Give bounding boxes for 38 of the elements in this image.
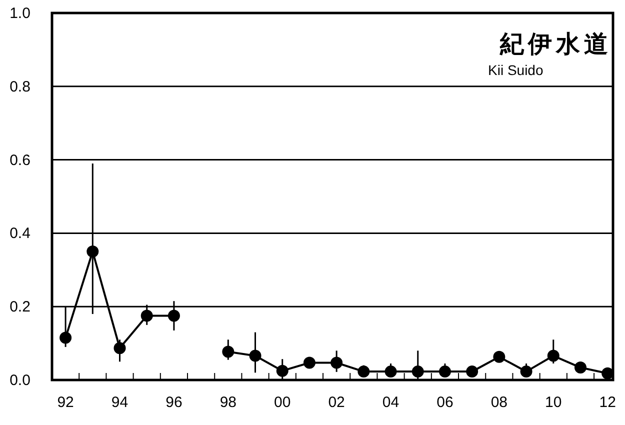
point xyxy=(222,346,234,358)
point xyxy=(276,364,288,377)
x-tick-label: 00 xyxy=(274,394,291,411)
x-tick-label: 02 xyxy=(328,394,345,411)
y-tick-label: 0.8 xyxy=(10,78,30,96)
x-tick-label: 12 xyxy=(599,394,616,411)
point xyxy=(60,332,72,344)
point xyxy=(384,366,397,378)
text: 紀伊水道 xyxy=(499,31,612,58)
y-tick-label: 0.0 xyxy=(10,372,30,389)
x-tick-label: 08 xyxy=(490,394,508,411)
point xyxy=(547,350,560,362)
point xyxy=(86,246,99,258)
x-tick-label: 98 xyxy=(220,394,237,411)
point xyxy=(438,366,451,378)
x-tick-label: 06 xyxy=(436,394,454,411)
point xyxy=(303,356,316,369)
point xyxy=(493,350,506,363)
y-tick-label: 1.0 xyxy=(10,5,30,22)
y-tick-label: 0.6 xyxy=(10,152,30,169)
x-tick-label: 04 xyxy=(382,394,400,411)
x-tick-label: 10 xyxy=(545,394,562,411)
point xyxy=(466,366,478,378)
text: Kii Suido xyxy=(488,62,544,78)
point xyxy=(114,342,126,354)
point xyxy=(520,366,532,378)
x-tick-label: 94 xyxy=(111,394,128,411)
point xyxy=(249,350,262,362)
x-tick-label: 96 xyxy=(166,394,182,411)
point xyxy=(168,310,180,322)
point xyxy=(358,366,370,378)
point xyxy=(574,362,586,374)
point xyxy=(330,356,343,369)
y-tick-label: 0.2 xyxy=(10,298,30,316)
point xyxy=(140,310,153,322)
point xyxy=(412,366,424,378)
y-tick-label: 0.4 xyxy=(10,225,30,242)
x-tick-label: 92 xyxy=(57,394,74,411)
